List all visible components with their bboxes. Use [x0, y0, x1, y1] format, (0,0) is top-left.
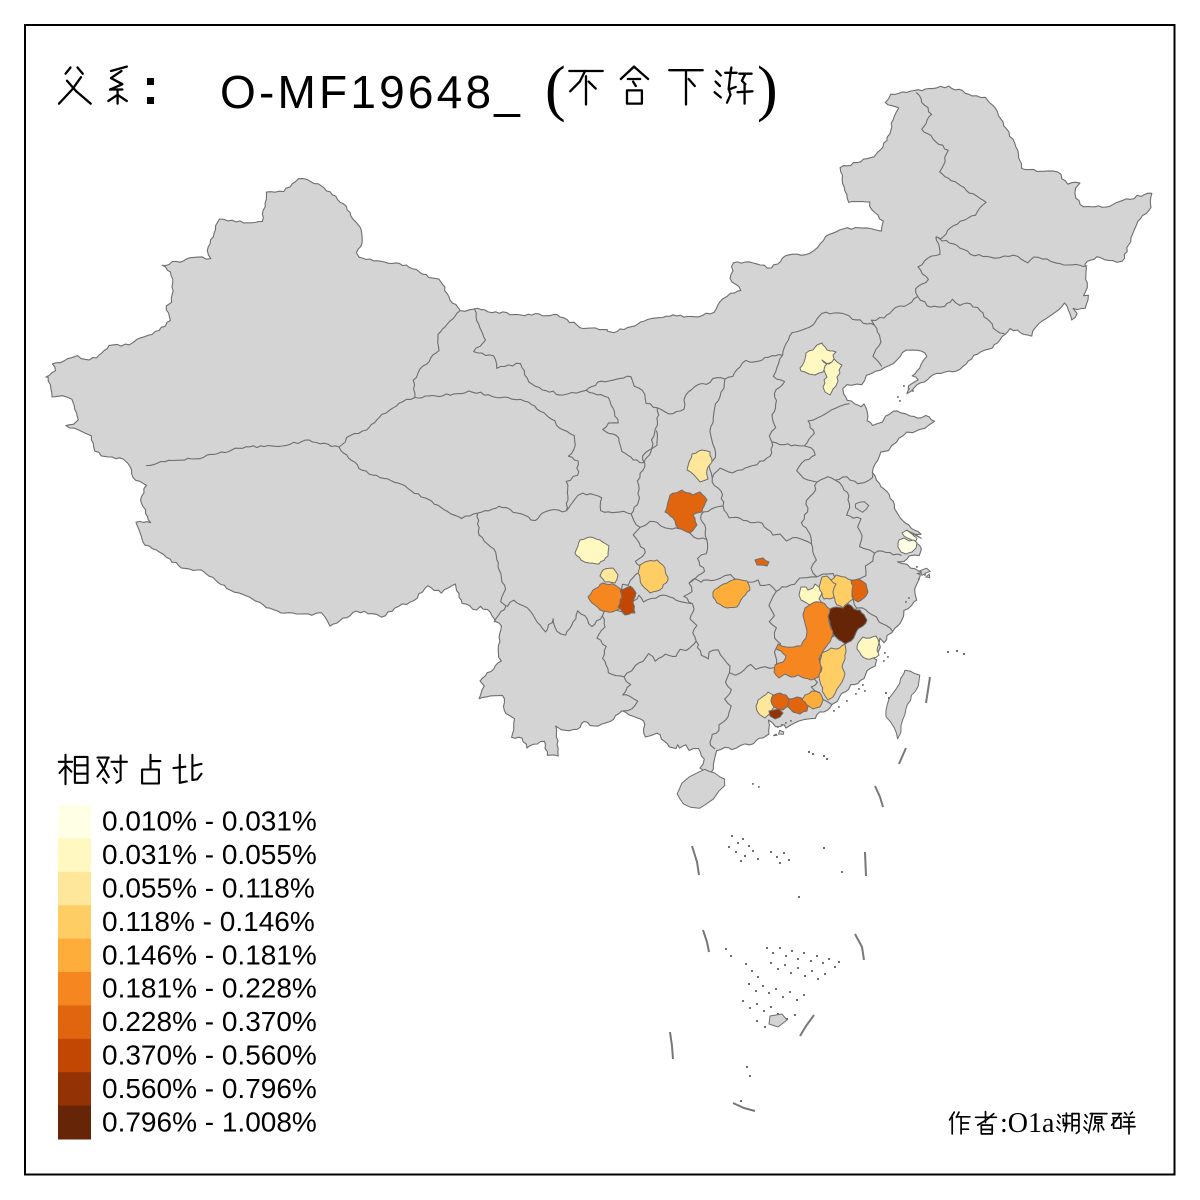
- svg-text:): ): [757, 55, 778, 123]
- svg-text:0.370% - 0.560%: 0.370% - 0.560%: [102, 1040, 317, 1071]
- svg-text:0.560% - 0.796%: 0.560% - 0.796%: [102, 1073, 317, 1104]
- svg-text::O1a: :O1a: [1000, 1108, 1055, 1139]
- svg-text:(: (: [545, 55, 566, 123]
- svg-text:0.181% - 0.228%: 0.181% - 0.228%: [102, 973, 317, 1004]
- svg-text:0.055% - 0.118%: 0.055% - 0.118%: [102, 873, 315, 904]
- svg-text:0.031% - 0.055%: 0.031% - 0.055%: [102, 839, 317, 870]
- svg-text:0.010% - 0.031%: 0.010% - 0.031%: [102, 806, 317, 837]
- svg-text:0.228% - 0.370%: 0.228% - 0.370%: [102, 1006, 317, 1037]
- svg-text:O-MF19648_: O-MF19648_: [220, 66, 523, 118]
- svg-text:0.118% - 0.146%: 0.118% - 0.146%: [102, 906, 315, 937]
- svg-text:0.796% - 1.008%: 0.796% - 1.008%: [102, 1106, 317, 1137]
- svg-text:0.146% - 0.181%: 0.146% - 0.181%: [102, 939, 317, 970]
